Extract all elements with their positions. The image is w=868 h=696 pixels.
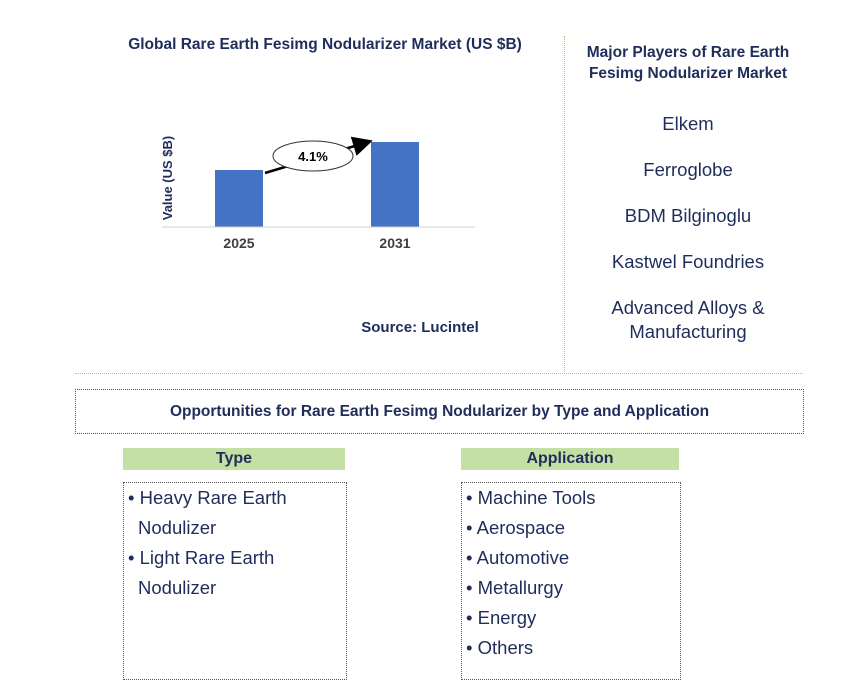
y-axis-label: Value (US $B) <box>160 136 175 221</box>
list-item: • Machine Tools <box>466 487 596 508</box>
player-item: Elkem <box>662 113 714 134</box>
player-item: Ferroglobe <box>643 159 733 180</box>
application-item-label: Energy <box>477 607 537 628</box>
bar-chart: Value (US $B) 4.1% 2025 2031 <box>160 136 475 251</box>
application-header: Application <box>461 448 679 470</box>
opportunities-title-text: Opportunities for Rare Earth Fesimg Nodu… <box>169 402 710 420</box>
list-item: • Automotive <box>466 547 570 568</box>
type-item-label: Heavy Rare Earth Nodulizer <box>138 487 287 538</box>
player-item: Advanced Alloys & Manufacturing <box>611 297 765 342</box>
list-item: • Heavy Rare Earth Nodulizer <box>128 487 287 538</box>
player-item: Kastwel Foundries <box>611 251 765 272</box>
application-item-label: Automotive <box>476 547 570 568</box>
players-list: Elkem Ferroglobe BDM Bilginoglu Kastwel … <box>572 112 804 344</box>
application-item-label: Aerospace <box>476 517 566 538</box>
application-list: • Machine Tools • Aerospace • Automotive… <box>461 482 681 680</box>
list-item: • Others <box>466 637 534 658</box>
list-item: • Light Rare Earth Nodulizer <box>128 547 275 598</box>
player-item: BDM Bilginoglu <box>624 205 752 226</box>
bar-2031 <box>371 142 419 227</box>
x-tick-label: 2025 <box>223 235 254 251</box>
application-item-label: Metallurgy <box>477 577 563 598</box>
type-item-label: Light Rare Earth Nodulizer <box>138 547 275 598</box>
growth-label: 4.1% <box>298 149 328 164</box>
application-item-label: Others <box>477 637 534 658</box>
list-item: • Metallurgy <box>466 577 563 598</box>
vertical-divider <box>564 36 565 372</box>
players-title: Major Players of Rare Earth Fesimg Nodul… <box>586 44 790 82</box>
type-list: • Heavy Rare Earth Nodulizer • Light Rar… <box>123 482 347 680</box>
growth-ellipse <box>272 140 354 172</box>
horizontal-divider <box>75 373 803 374</box>
bar-2025 <box>215 170 263 227</box>
chart-title: Global Rare Earth Fesimg Nodularizer Mar… <box>128 36 522 53</box>
list-item: • Aerospace <box>466 517 566 538</box>
application-item-label: Machine Tools <box>477 487 596 508</box>
x-tick-label: 2031 <box>379 235 410 251</box>
opportunities-title: Opportunities for Rare Earth Fesimg Nodu… <box>75 389 804 434</box>
type-header: Type <box>123 448 345 470</box>
list-item: • Energy <box>466 607 537 628</box>
source-label: Source: Lucintel <box>361 319 479 336</box>
